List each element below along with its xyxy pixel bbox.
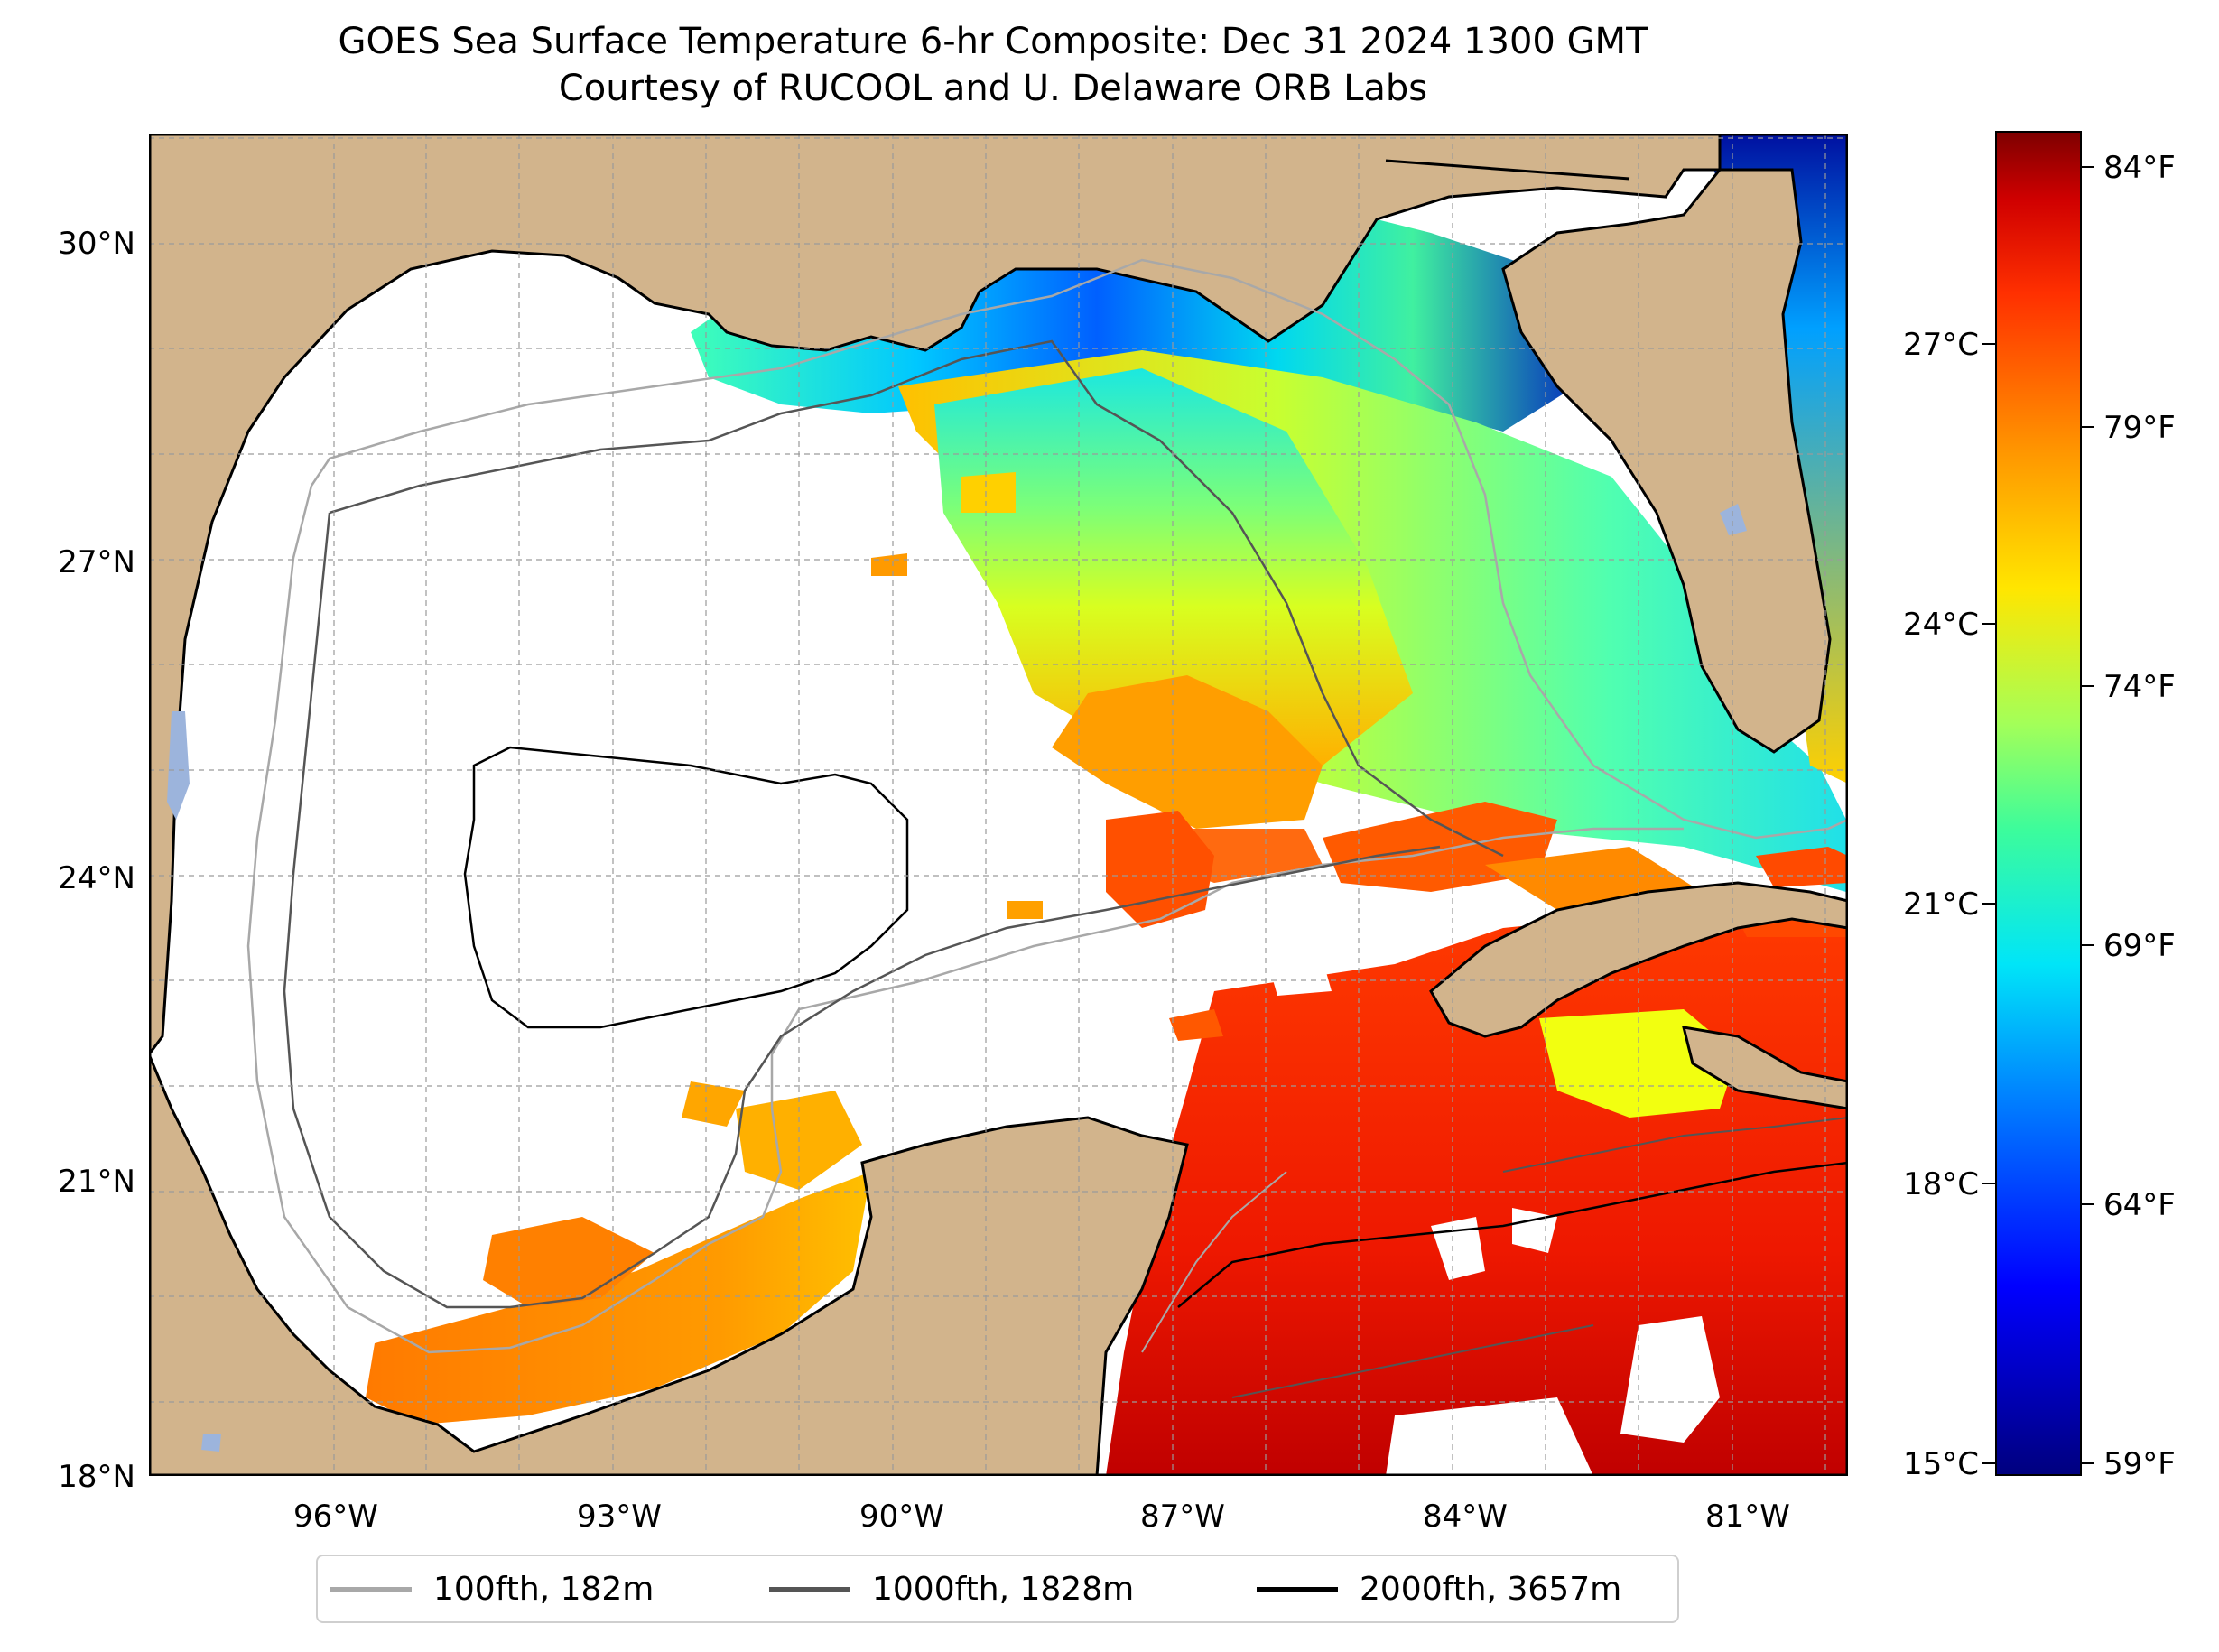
cbar-tick-74f: 74°F [2103, 669, 2176, 705]
lat-tick-18: 18°N [58, 1459, 135, 1495]
chart-title: GOES Sea Surface Temperature 6-hr Compos… [338, 21, 1648, 62]
legend-swatch [330, 1586, 412, 1592]
cbar-tick-27c: 27°C [1902, 327, 1979, 363]
lon-tick-87: 87°W [1140, 1499, 1225, 1535]
lon-tick-93: 93°W [577, 1499, 662, 1535]
legend-item-100fth: 100fth, 182m [330, 1569, 654, 1609]
lat-tick-30: 30°N [58, 226, 135, 262]
cbar-tick-15c: 15°C [1902, 1446, 1979, 1482]
colorbar [1995, 131, 2082, 1476]
lon-tick-96: 96°W [293, 1499, 378, 1535]
land [149, 134, 1848, 1476]
cbar-tick-59f: 59°F [2103, 1446, 2176, 1482]
lon-tick-81: 81°W [1705, 1499, 1790, 1535]
legend: 100fth, 182m 1000fth, 1828m 2000fth, 365… [316, 1555, 1679, 1623]
legend-label: 100fth, 182m [433, 1570, 655, 1608]
legend-item-2000fth: 2000fth, 3657m [1257, 1569, 1621, 1609]
cbar-tick-24c: 24°C [1902, 607, 1979, 643]
isobath-2000fth [463, 746, 1848, 1308]
cbar-tick-21c: 21°C [1902, 886, 1979, 923]
legend-item-1000fth: 1000fth, 1828m [769, 1569, 1134, 1609]
sst-field [366, 134, 1848, 1476]
cbar-tick-69f: 69°F [2103, 928, 2176, 964]
lon-tick-84: 84°W [1423, 1499, 1508, 1535]
legend-swatch [1257, 1586, 1338, 1592]
isobath-1000fth [283, 339, 1504, 1309]
cbar-tick-79f: 79°F [2103, 410, 2176, 446]
chart-subtitle: Courtesy of RUCOOL and U. Delaware ORB L… [558, 68, 1428, 109]
sst-map [149, 134, 1848, 1476]
cbar-tick-84f: 84°F [2103, 150, 2176, 186]
lat-tick-27: 27°N [58, 544, 135, 580]
cbar-tick-18c: 18°C [1902, 1166, 1979, 1202]
lat-tick-21: 21°N [58, 1164, 135, 1200]
legend-swatch [769, 1586, 850, 1592]
legend-label: 1000fth, 1828m [872, 1570, 1135, 1608]
legend-label: 2000fth, 3657m [1360, 1570, 1622, 1608]
gridlines [149, 134, 1848, 1476]
lat-tick-24: 24°N [58, 860, 135, 896]
lon-tick-90: 90°W [859, 1499, 944, 1535]
cbar-tick-64f: 64°F [2103, 1187, 2176, 1223]
